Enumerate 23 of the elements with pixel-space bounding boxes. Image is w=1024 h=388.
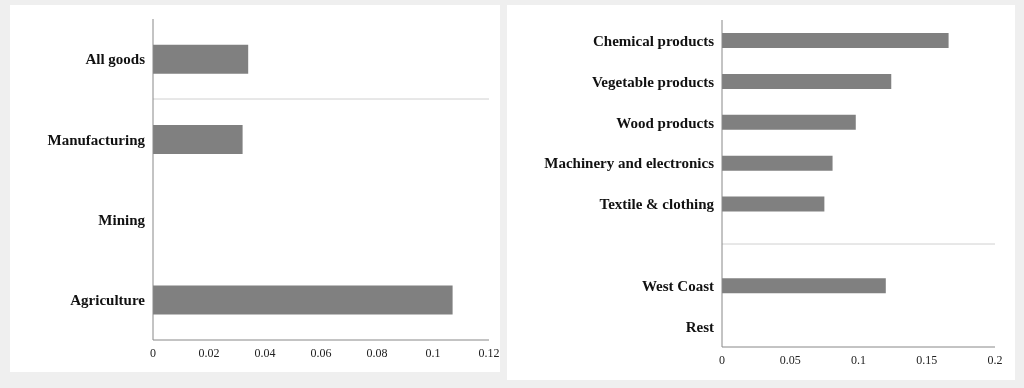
x-tick-label: 0.04 (254, 345, 276, 360)
x-tick-label: 0.15 (916, 352, 938, 367)
x-tick-label: 0 (150, 345, 156, 360)
y-tick-label: Vegetable products (591, 73, 715, 90)
y-tick-label: Agriculture (70, 292, 146, 309)
y-tick-label: Chemical products (593, 32, 715, 49)
y-tick-label: Rest (685, 318, 714, 335)
y-tick-label: Mining (98, 211, 146, 228)
x-tick-label: 0.08 (366, 345, 388, 360)
x-tick-label: 0.1 (425, 345, 441, 360)
x-tick-label: 0.2 (987, 352, 1003, 367)
x-tick-label: 0.05 (779, 352, 801, 367)
y-tick-label: Wood products (616, 114, 715, 131)
y-tick-label: West Coast (641, 278, 714, 295)
x-tick-label: 0.12 (478, 345, 500, 360)
x-tick-label: 0.1 (851, 352, 866, 367)
x-tick-label: 0 (719, 352, 725, 367)
x-tick-label: 0.02 (198, 345, 220, 360)
y-tick-label: All goods (85, 51, 146, 68)
y-tick-label: Manufacturing (47, 131, 146, 148)
y-tick-label: Textile & clothing (599, 196, 715, 213)
y-tick-label: Machinery and electronics (544, 155, 715, 172)
x-tick-label: 0.06 (310, 345, 332, 360)
